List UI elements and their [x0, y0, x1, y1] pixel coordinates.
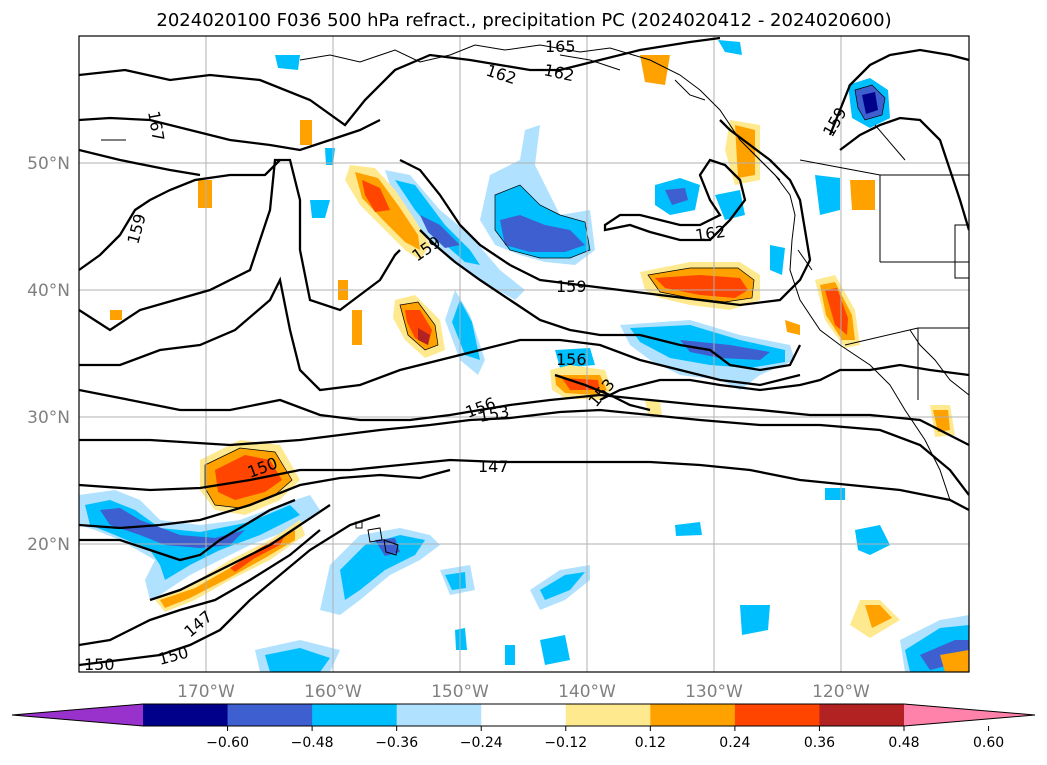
colorbar-tick-label: 0.12 — [635, 735, 666, 751]
colorbar-segment — [143, 704, 229, 726]
colorbar-tick-label: −0.48 — [291, 735, 334, 751]
coastlines — [101, 44, 969, 501]
colorbar-tick-label: −0.24 — [460, 735, 503, 751]
lon-label: 140°W — [558, 682, 616, 702]
colorbar-extend-high — [904, 704, 1035, 726]
colorbar-tick-label: −0.60 — [206, 735, 249, 751]
colorbar-segment — [734, 704, 820, 726]
colorbar: −0.60 −0.48 −0.36 −0.24 −0.12 0.12 0.24 0.36 0.4… — [11, 703, 1036, 751]
map-plot-area: 165 162 162 167 159 159 159 162 159 156 … — [79, 36, 969, 674]
colorbar-extend-low — [12, 704, 143, 726]
contour-label: 165 — [545, 37, 576, 56]
colorbar-tick-label: 0.60 — [973, 735, 1004, 751]
map-frame — [78, 35, 970, 673]
colorbar-tick-label: 0.48 — [888, 735, 919, 751]
contour-label: 147 — [478, 457, 509, 476]
lon-label: 170°W — [177, 682, 235, 702]
lon-label: 120°W — [812, 682, 870, 702]
colorbar-tick-label: −0.12 — [544, 735, 587, 751]
lat-label: 50°N — [27, 154, 70, 174]
colorbar-tick-label: 0.36 — [804, 735, 835, 751]
lon-label: 160°W — [304, 682, 362, 702]
latitude-labels: 50°N 40°N 30°N 20°N — [27, 154, 70, 555]
contour-label: 150 — [84, 655, 115, 674]
colorbar-tick-label: −0.36 — [375, 735, 418, 751]
colorbar-segment — [819, 704, 905, 726]
colorbar-segment — [227, 704, 313, 726]
colorbar-outline — [11, 703, 1036, 727]
contour-label: 156 — [556, 350, 587, 369]
lon-label: 150°W — [431, 682, 489, 702]
contour-label: 159 — [556, 277, 587, 296]
longitude-labels: 170°W 160°W 150°W 140°W 130°W 120°W — [177, 682, 870, 702]
colorbar-segment — [396, 704, 482, 726]
colorbar-segment — [312, 704, 398, 726]
precip-shading — [79, 40, 969, 672]
lat-label: 20°N — [27, 535, 70, 555]
contour-label: 162 — [694, 222, 727, 245]
colorbar-tick-label: 0.24 — [719, 735, 750, 751]
lat-label: 30°N — [27, 408, 70, 428]
lon-label: 130°W — [685, 682, 743, 702]
colorbar-segment — [481, 704, 567, 726]
lat-label: 40°N — [27, 281, 70, 301]
refractivity-contours — [79, 36, 969, 667]
colorbar-segment — [565, 704, 651, 726]
colorbar-segment — [650, 704, 736, 726]
figure-title: 2024020100 F036 500 hPa refract., precip… — [156, 10, 891, 31]
